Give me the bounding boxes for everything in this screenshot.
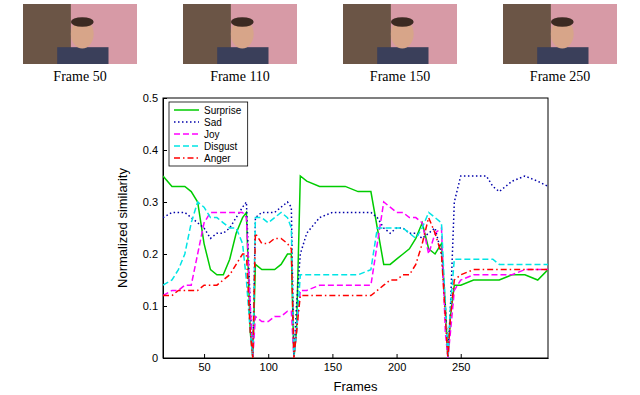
tick-label: 0.4 [143,144,158,156]
frame-image [183,4,297,64]
lines [163,176,548,358]
tick: 150 [324,354,342,373]
y-axis: 0 0.1 0.2 0.3 0.4 0.5 [143,92,167,364]
tick-label: 0 [152,352,158,364]
frame-caption: Frame 110 [210,69,270,84]
series-line [163,176,548,358]
series-line [163,202,548,358]
photo-shirt [537,47,588,64]
tick-mark [332,354,333,358]
tick-mark [397,354,398,358]
photo-background [23,4,137,64]
tick: 0.5 [143,92,167,104]
tick-mark [163,98,167,99]
frame-image [343,4,457,64]
tick-label: 0.3 [143,196,158,208]
photo-background [183,4,297,64]
legend-swatch [174,133,199,135]
tick-mark [204,354,205,358]
tick: 100 [260,354,278,373]
legend-swatch [174,109,199,111]
tick-mark [163,254,167,255]
legend-box [169,102,248,166]
tick-mark [163,358,167,359]
tick: 200 [388,354,406,373]
tick: 250 [452,354,470,373]
legend-swatch [174,145,199,147]
tick-label: 0.5 [143,92,158,104]
tick: 0.2 [143,248,167,260]
frame-caption: Frame 150 [370,69,430,84]
series-line [163,218,548,358]
photo-shirt [217,47,268,64]
legend: SurpriseSadJoyDisgustAnger [169,102,248,166]
axis-line [164,358,549,359]
photo-background [343,4,457,64]
legend-swatch [174,121,199,123]
y-axis-title: Normalized similarity [115,168,130,288]
series-line [163,176,548,358]
legend-swatch [174,157,199,159]
tick: 0.3 [143,196,167,208]
axis-line [163,99,164,359]
frame-image [503,4,617,64]
tick-label: 0.2 [143,248,158,260]
legend-label: Anger [204,153,231,164]
legend-label: Sad [204,117,222,128]
tick: 50 [198,354,210,373]
photo-hair [391,17,414,27]
legend-label: Disgust [204,141,238,152]
plot-frame [163,98,548,358]
tick: 0.4 [143,144,167,156]
tick-label: 50 [198,361,210,373]
photo-hair [71,17,94,27]
tick-label: 250 [452,361,470,373]
tick-label: 100 [260,361,278,373]
tick-mark [461,354,462,358]
frame-image [23,4,137,64]
tick-mark [163,150,167,151]
tick: 0.1 [143,300,167,312]
tick-mark [268,354,269,358]
legend-label: Joy [204,129,220,140]
figure: Frame 50 Frame 110 Frame 150 Frame 250 50 100… [0,0,640,395]
photo-shirt [57,47,108,64]
photo-background [503,4,617,64]
tick-label: 200 [388,361,406,373]
photo-shirt [377,47,428,64]
x-axis: 50 100 150 200 250 [164,354,549,373]
frame-caption: Frame 250 [530,69,590,84]
series-line [163,202,548,358]
legend-label: Surprise [204,105,242,116]
tick: 0 [152,352,167,364]
tick-mark [163,202,167,203]
x-axis-title: Frames [333,379,378,394]
photo-hair [551,17,574,27]
frame-caption: Frame 50 [53,69,106,84]
photo-hair [231,17,254,27]
tick-label: 150 [324,361,342,373]
tick-mark [163,306,167,307]
tick-label: 0.1 [143,300,158,312]
